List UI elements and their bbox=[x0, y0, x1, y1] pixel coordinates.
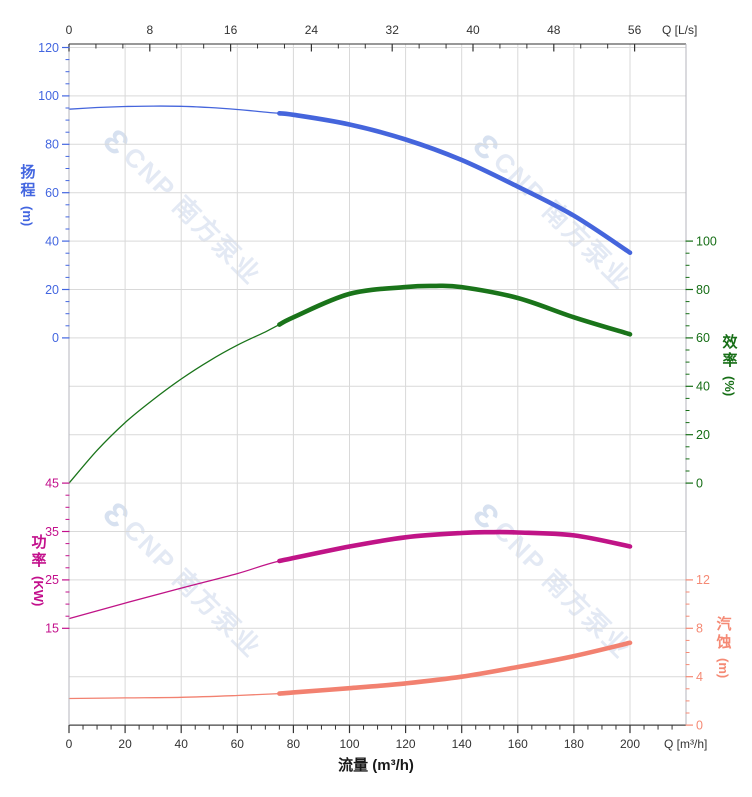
top-axis-tick-label: 16 bbox=[224, 23, 238, 37]
top-axis-tick-label: 0 bbox=[66, 23, 73, 37]
bottom-axis-tick-label: 60 bbox=[231, 737, 245, 751]
power-axis-title-text: 功率 bbox=[31, 534, 47, 570]
power-axis-tick-label: 25 bbox=[45, 573, 59, 587]
power-axis-unit: (KW) bbox=[31, 575, 46, 606]
bottom-axis-tick-label: 0 bbox=[66, 737, 73, 751]
efficiency-axis-tick-label: 20 bbox=[696, 428, 710, 442]
npsh-axis-title-text: 汽蚀 bbox=[716, 616, 732, 652]
bottom-axis-tick-label: 200 bbox=[620, 737, 640, 751]
efficiency-axis-tick-label: 40 bbox=[696, 380, 710, 394]
efficiency-axis-title: 效率 (%) bbox=[721, 334, 739, 396]
bottom-axis-tick-label: 40 bbox=[175, 737, 189, 751]
top-axis-tick-label: 24 bbox=[305, 23, 319, 37]
top-axis-tick-label: 8 bbox=[146, 23, 153, 37]
top-axis-tick-label: 32 bbox=[386, 23, 400, 37]
head-axis-tick-label: 40 bbox=[45, 234, 59, 248]
bottom-axis-tick-label: 80 bbox=[287, 737, 301, 751]
efficiency-axis-tick-label: 0 bbox=[696, 476, 703, 490]
top-axis-unit-label: Q [L/s] bbox=[662, 23, 697, 37]
npsh-axis-unit: (m) bbox=[716, 657, 731, 678]
top-axis-tick-label: 48 bbox=[547, 23, 561, 37]
power-axis-tick-label: 15 bbox=[45, 622, 59, 636]
top-axis-tick-label: 40 bbox=[466, 23, 480, 37]
bottom-axis-tick-label: 100 bbox=[339, 737, 359, 751]
efficiency-axis-unit: (%) bbox=[722, 375, 737, 396]
power-axis-tick-label: 45 bbox=[45, 476, 59, 490]
head-axis-tick-label: 0 bbox=[52, 331, 59, 345]
npsh-axis-tick-label: 4 bbox=[696, 670, 703, 684]
head-axis-tick-label: 120 bbox=[38, 41, 59, 55]
efficiency-axis-tick-label: 60 bbox=[696, 331, 710, 345]
head-axis-tick-label: 60 bbox=[45, 186, 59, 200]
head-curve-thick bbox=[277, 111, 633, 255]
flow-axis-title: 流量 (m³/h) bbox=[338, 757, 414, 774]
efficiency-curve-thick bbox=[277, 283, 633, 337]
power-curve-thick bbox=[277, 529, 633, 564]
head-axis-tick-label: 80 bbox=[45, 138, 59, 152]
bottom-axis-unit-label: Q [m³/h] bbox=[664, 737, 707, 751]
power-axis-tick-label: 35 bbox=[45, 525, 59, 539]
npsh-axis-tick-label: 0 bbox=[696, 718, 703, 732]
npsh-axis-tick-label: 8 bbox=[696, 622, 703, 636]
head-axis-unit: (m) bbox=[20, 205, 35, 226]
bottom-axis-tick-label: 140 bbox=[452, 737, 472, 751]
top-axis-tick-label: 56 bbox=[628, 23, 642, 37]
head-axis-tick-label: 100 bbox=[38, 89, 59, 103]
head-axis-tick-label: 20 bbox=[45, 283, 59, 297]
head-axis-title: 扬程 (m) bbox=[19, 164, 37, 226]
bottom-axis-tick-label: 180 bbox=[564, 737, 584, 751]
bottom-axis-tick-label: 120 bbox=[396, 737, 416, 751]
efficiency-axis-tick-label: 100 bbox=[696, 234, 717, 248]
bottom-axis-tick-label: 20 bbox=[118, 737, 132, 751]
npsh-curve-thick bbox=[277, 640, 633, 696]
head-axis-title-text: 扬程 bbox=[20, 164, 36, 200]
efficiency-axis-title-text: 效率 bbox=[722, 334, 738, 370]
bottom-axis-tick-label: 160 bbox=[508, 737, 528, 751]
npsh-axis-title: 汽蚀 (m) bbox=[715, 616, 733, 678]
power-axis-title: 功率 (KW) bbox=[30, 534, 48, 606]
efficiency-axis-tick-label: 80 bbox=[696, 283, 710, 297]
npsh-axis-tick-label: 12 bbox=[696, 573, 710, 587]
